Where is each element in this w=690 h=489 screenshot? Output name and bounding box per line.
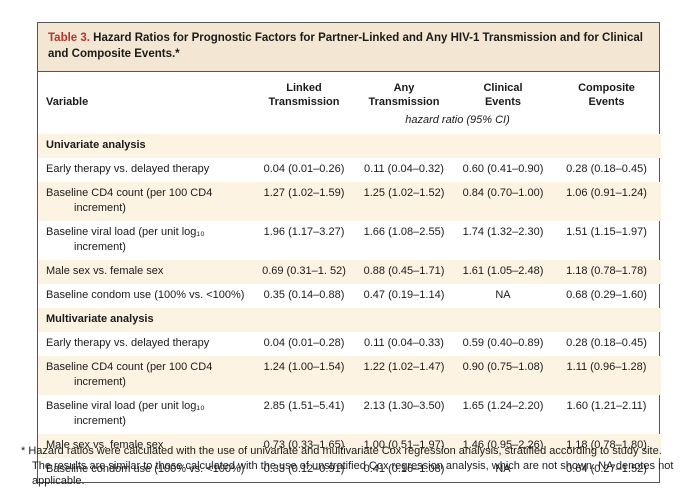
variable-cell: Baseline CD4 count (per 100 CD4 incremen…: [46, 187, 213, 214]
table-row: Baseline CD4 count (per 100 CD4 incremen…: [38, 182, 661, 221]
composite-events-cell: 1.06 (0.91–1.24): [566, 187, 647, 199]
variable-cell: Baseline condom use (100% vs. <100%): [46, 463, 245, 475]
section-header-label: Univariate analysis: [46, 139, 146, 151]
composite-events-cell: 0.28 (0.18–0.45): [566, 163, 647, 175]
units-subheader-row: hazard ratio (95% CI): [38, 109, 661, 134]
clinical-events-cell: 1.74 (1.32–2.30): [462, 226, 544, 238]
table-row: Baseline condom use (100% vs. <100%) 0.3…: [38, 284, 661, 308]
linked-transmission-cell: 0.33 (0.12–0.91): [263, 463, 345, 475]
column-header-clinical-events: Clinical Events: [483, 82, 523, 108]
any-transmission-cell: 0.47 (0.19–1.14): [363, 289, 445, 301]
variable-cell: Early therapy vs. delayed therapy: [46, 337, 210, 349]
linked-transmission-cell: 0.73 (0.33–1.65): [263, 439, 345, 451]
clinical-events-cell: NA: [495, 289, 511, 301]
composite-events-cell: 1.11 (0.96–1.28): [566, 361, 647, 373]
any-transmission-cell: 1.25 (1.02–1.52): [363, 187, 445, 199]
variable-cell: Male sex vs. female sex: [46, 265, 164, 277]
composite-events-cell: 0.68 (0.29–1.60): [566, 289, 647, 301]
linked-transmission-cell: 0.69 (0.31–1. 52): [262, 265, 346, 277]
clinical-events-cell: NA: [495, 463, 511, 475]
column-header-linked-transmission: Linked Transmission: [268, 82, 340, 108]
table-title-text: Hazard Ratios for Prognostic Factors for…: [48, 32, 643, 60]
clinical-events-cell: 0.84 (0.70–1.00): [462, 187, 544, 199]
clinical-events-cell: 1.61 (1.05–2.48): [462, 265, 544, 277]
column-header-composite-events: Composite Events: [578, 82, 635, 108]
any-transmission-cell: 0.11 (0.04–0.33): [364, 337, 444, 349]
clinical-events-cell: 0.60 (0.41–0.90): [462, 163, 544, 175]
hazard-ratio-table: Variable Linked Transmission Any Transmi…: [38, 72, 661, 482]
column-header-any-transmission: Any Transmission: [368, 82, 440, 108]
table-row: Male sex vs. female sex 0.73 (0.33–1.65)…: [38, 434, 661, 458]
table-footnote: * Hazard ratios were calculated with the…: [21, 445, 674, 487]
table-number-label: Table 3.: [48, 32, 90, 44]
units-subheader-label: hazard ratio (95% CI): [405, 114, 510, 126]
clinical-events-cell: 1.65 (1.24–2.20): [462, 400, 544, 412]
composite-events-cell: 0.28 (0.18–0.45): [566, 337, 647, 349]
linked-transmission-cell: 0.04 (0.01–0.28): [263, 337, 345, 349]
table-row: Baseline condom use (100% vs. <100%) 0.3…: [38, 458, 661, 482]
any-transmission-cell: 1.22 (1.02–1.47): [363, 361, 445, 373]
any-transmission-cell: 0.41 (0.16–1.08): [363, 463, 445, 475]
any-transmission-cell: 0.88 (0.45–1.71): [363, 265, 445, 277]
clinical-events-cell: 0.90 (0.75–1.08): [462, 361, 544, 373]
section-header-row-multivariate: Multivariate analysis: [38, 308, 661, 332]
variable-cell: Baseline viral load (per unit log₁₀ incr…: [46, 400, 205, 427]
any-transmission-cell: 2.13 (1.30–3.50): [363, 400, 445, 412]
table-row: Early therapy vs. delayed therapy 0.04 (…: [38, 332, 661, 356]
clinical-events-cell: 1.46 (0.95–2.26): [462, 439, 544, 451]
units-subheader-spacer: [38, 109, 254, 134]
table-row: Male sex vs. female sex 0.69 (0.31–1. 52…: [38, 260, 661, 284]
table-header: Variable Linked Transmission Any Transmi…: [38, 72, 661, 134]
any-transmission-cell: 1.66 (1.08–2.55): [363, 226, 445, 238]
composite-events-cell: 1.60 (1.21–2.11): [566, 400, 647, 412]
table-body: Univariate analysis Early therapy vs. de…: [38, 134, 661, 482]
section-header-row-univariate: Univariate analysis: [38, 134, 661, 158]
variable-cell: Early therapy vs. delayed therapy: [46, 163, 210, 175]
any-transmission-cell: 0.11 (0.04–0.32): [364, 163, 444, 175]
table-row: Early therapy vs. delayed therapy 0.04 (…: [38, 158, 661, 182]
variable-cell: Male sex vs. female sex: [46, 439, 164, 451]
any-transmission-cell: 1.00 (0.51–1.97): [363, 439, 445, 451]
table-row: Baseline CD4 count (per 100 CD4 incremen…: [38, 356, 661, 395]
table3-card: Table 3. Hazard Ratios for Prognostic Fa…: [37, 22, 661, 483]
composite-events-cell: 1.18 (0.78–1.80): [566, 439, 647, 451]
clinical-events-cell: 0.59 (0.40–0.89): [462, 337, 544, 349]
linked-transmission-cell: 0.35 (0.14–0.88): [263, 289, 345, 301]
composite-events-cell: 1.18 (0.78–1.78): [566, 265, 647, 277]
column-header-variable: Variable: [46, 96, 89, 108]
table-row: Baseline viral load (per unit log₁₀ incr…: [38, 221, 661, 260]
composite-events-cell: 1.51 (1.15–1.97): [566, 226, 647, 238]
linked-transmission-cell: 0.04 (0.01–0.26): [263, 163, 345, 175]
linked-transmission-cell: 1.96 (1.17–3.27): [263, 226, 345, 238]
section-header-label: Multivariate analysis: [46, 313, 154, 325]
linked-transmission-cell: 2.85 (1.51–5.41): [263, 400, 345, 412]
column-header-row: Variable Linked Transmission Any Transmi…: [38, 72, 661, 109]
variable-cell: Baseline condom use (100% vs. <100%): [46, 289, 245, 301]
table-row: Baseline viral load (per unit log₁₀ incr…: [38, 395, 661, 434]
table-title: Table 3. Hazard Ratios for Prognostic Fa…: [38, 23, 659, 72]
linked-transmission-cell: 1.27 (1.02–1.59): [263, 187, 345, 199]
linked-transmission-cell: 1.24 (1.00–1.54): [263, 361, 345, 373]
composite-events-cell: 0.64 (0.27–1.52): [566, 463, 647, 475]
variable-cell: Baseline CD4 count (per 100 CD4 incremen…: [46, 361, 213, 388]
variable-cell: Baseline viral load (per unit log₁₀ incr…: [46, 226, 205, 253]
